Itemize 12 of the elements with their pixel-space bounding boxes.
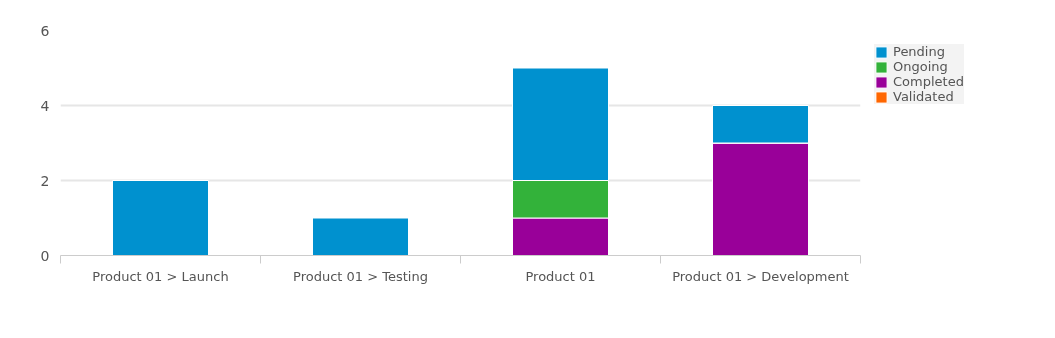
y-tick-label: 4 [40,97,50,114]
x-tick-label: Product 01 > Testing [293,268,428,284]
y-tick-label: 6 [40,22,50,39]
legend-label: Completed [893,74,964,89]
legend-label: Validated [893,89,954,104]
x-tick-label: Product 01 > Development [672,268,849,284]
y-tick-label: 2 [40,172,50,189]
x-tick-label: Product 01 [525,268,596,284]
x-tick-label: Product 01 > Launch [92,268,229,284]
legend-label: Ongoing [893,59,948,74]
y-tick-label: 0 [40,247,50,264]
legend-label: Pending [893,44,945,59]
